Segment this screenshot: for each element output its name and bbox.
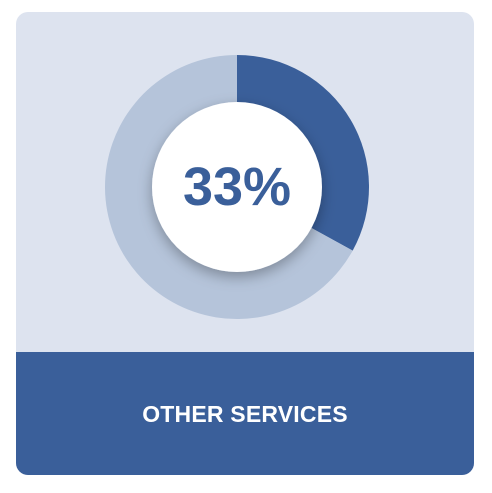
- donut-center: [152, 102, 322, 272]
- donut-chart: 33%: [105, 55, 370, 319]
- donut-chart-area: 33%: [16, 12, 474, 352]
- card-footer: OTHER SERVICES: [16, 352, 474, 475]
- stat-card: 33% OTHER SERVICES: [16, 12, 474, 475]
- footer-label: OTHER SERVICES: [142, 401, 348, 427]
- center-percentage-label: 33%: [183, 157, 291, 217]
